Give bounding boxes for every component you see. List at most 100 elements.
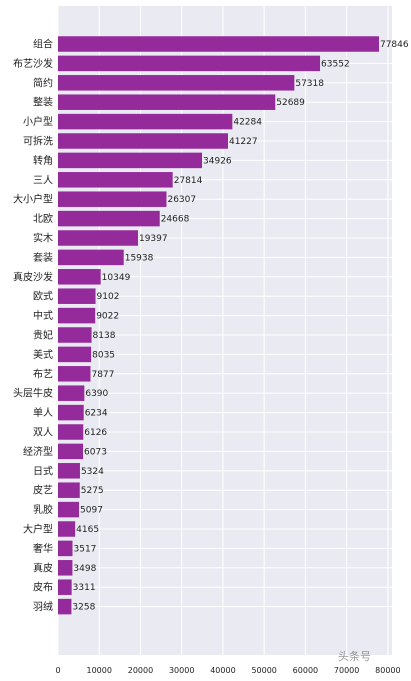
category-label: 单人 (33, 407, 53, 419)
category-label: 美式 (33, 348, 53, 361)
bar (58, 366, 91, 382)
bars (58, 36, 379, 615)
category-label: 布艺 (33, 368, 53, 380)
bar (58, 152, 203, 169)
bar (58, 540, 73, 557)
bar (58, 424, 84, 440)
category-label: 羽绒 (33, 600, 53, 613)
value-label: 42284 (233, 118, 262, 128)
category-label: 转角 (33, 154, 53, 167)
category-label: 欧式 (33, 290, 53, 303)
category-label: 组合 (33, 38, 53, 51)
bar (58, 36, 379, 52)
value-label: 8035 (92, 350, 115, 360)
bar (58, 133, 228, 149)
value-labels: 77846 63552 57318 52689 42284 41227 3492627814… (72, 40, 408, 613)
value-label: 6390 (85, 389, 108, 399)
category-labels: 组合布艺沙发简约整装小户型可拆洗转角三人大小户型北欧实木套装真皮沙发欧式中式贵妃… (13, 38, 53, 614)
value-label: 3258 (72, 603, 95, 613)
x-tick-label: 70000 (334, 666, 359, 675)
value-label: 3498 (73, 564, 96, 574)
category-label: 皮布 (33, 581, 53, 594)
value-label: 24668 (161, 215, 190, 225)
category-label: 布艺沙发 (13, 57, 53, 70)
bar (58, 288, 96, 304)
category-label: 简约 (33, 76, 53, 89)
x-tick-label: 20000 (128, 666, 153, 675)
bar (58, 113, 233, 130)
category-label: 整装 (33, 96, 53, 109)
category-label: 经济型 (23, 445, 53, 458)
bar (58, 404, 84, 421)
value-label: 5097 (80, 506, 103, 516)
category-label: 乳胶 (33, 503, 53, 516)
category-label: 真皮沙发 (13, 270, 53, 283)
value-label: 6073 (84, 447, 107, 457)
bar (58, 521, 76, 537)
bar (58, 307, 96, 324)
value-label: 34926 (203, 156, 232, 166)
category-label: 可拆洗 (23, 135, 53, 148)
category-label: 小户型 (23, 115, 53, 128)
value-label: 3311 (73, 583, 96, 593)
bar (58, 443, 84, 460)
value-label: 52689 (276, 98, 305, 108)
bar (58, 55, 321, 72)
bar (58, 385, 85, 401)
value-label: 19397 (139, 234, 168, 244)
x-tick-label: 30000 (169, 666, 194, 675)
watermark-text: 头条号 (338, 649, 371, 663)
x-tick-label: 50000 (251, 666, 276, 675)
category-label: 皮艺 (33, 484, 53, 497)
category-label: 套装 (33, 251, 53, 264)
category-label: 大小户型 (13, 193, 53, 206)
bar (58, 172, 173, 188)
category-label: 北欧 (33, 213, 53, 225)
value-label: 3517 (74, 544, 97, 554)
value-label: 57318 (295, 79, 324, 89)
category-label: 真皮 (33, 561, 53, 574)
bar (58, 210, 160, 227)
value-label: 9022 (96, 312, 119, 322)
bar (58, 75, 295, 91)
category-label: 双人 (33, 427, 53, 439)
value-label: 5275 (81, 486, 104, 496)
bar (58, 327, 92, 343)
x-tick-label: 40000 (210, 666, 235, 675)
value-label: 8138 (93, 331, 116, 341)
value-label: 4165 (76, 525, 99, 535)
x-tick-label: 80000 (375, 666, 400, 675)
bar (58, 269, 101, 285)
category-label: 头层牛皮 (13, 387, 53, 400)
category-label: 大户型 (23, 523, 53, 536)
bar (58, 94, 276, 110)
category-label: 实木 (33, 232, 53, 245)
value-label: 9102 (97, 292, 120, 302)
bar (58, 501, 80, 518)
value-label: 10349 (102, 273, 131, 283)
category-label: 中式 (33, 309, 53, 322)
value-label: 7877 (91, 370, 114, 380)
category-label: 贵妃 (33, 329, 53, 342)
bar (58, 191, 167, 207)
bar (58, 463, 80, 479)
value-label: 6126 (84, 428, 107, 438)
category-label: 三人 (33, 174, 53, 186)
value-label: 6234 (85, 409, 108, 419)
x-tick-label: 0 (55, 666, 60, 675)
bar (58, 249, 124, 266)
bar (58, 482, 80, 498)
value-label: 41227 (229, 137, 258, 147)
value-label: 77846 (380, 40, 409, 50)
value-label: 27814 (174, 176, 203, 186)
x-tick-label: 60000 (293, 666, 318, 675)
bar (58, 598, 72, 615)
value-label: 5324 (81, 467, 104, 477)
bar (58, 346, 92, 363)
value-label: 15938 (125, 253, 154, 263)
bar (58, 579, 72, 595)
category-label: 日式 (33, 464, 53, 477)
value-label: 26307 (167, 195, 196, 205)
x-tick-label: 10000 (87, 666, 112, 675)
